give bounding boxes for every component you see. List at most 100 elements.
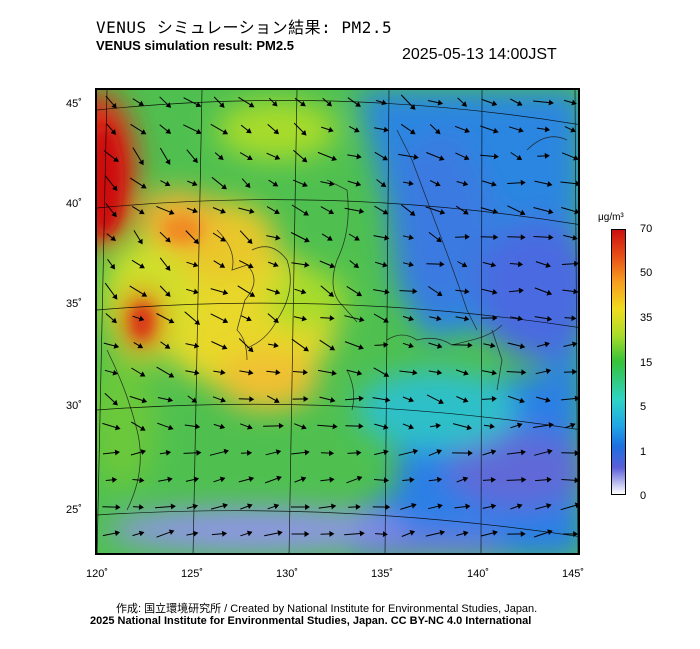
wind-arrow-head [519, 397, 525, 404]
wind-arrow-head [328, 126, 334, 133]
wind-arrow-head [462, 180, 469, 187]
lat-tick: 30˚ [66, 400, 82, 412]
wind-arrow-head [274, 154, 281, 160]
wind-arrow-head [141, 397, 148, 404]
wind-arrow-head [305, 504, 310, 510]
wind-arrow-head [574, 208, 578, 215]
wind-arrow-head [545, 262, 552, 268]
wind-arrow-head [412, 369, 418, 376]
wind-arrow-head [518, 127, 524, 133]
wind-arrow-head [220, 236, 226, 242]
wind-arrow-head [438, 398, 444, 404]
wind-arrow-head [516, 154, 523, 161]
wind-arrow-head [354, 235, 360, 241]
wind-arrow-head [462, 397, 469, 403]
wind-arrow-head [248, 369, 254, 376]
wind-arrow-head [517, 261, 524, 268]
wind-arrow-head [518, 287, 524, 294]
wind-arrow-head [114, 449, 120, 456]
wind-arrow-head [463, 369, 469, 376]
colorbar-tick: 5 [640, 401, 647, 413]
wind-arrow-head [574, 395, 578, 402]
wind-arrow-head [112, 293, 118, 300]
wind-arrow-head [331, 155, 338, 161]
wind-arrow-head [165, 449, 172, 456]
wind-arrow-head [461, 261, 468, 268]
lon-tick: 130˚ [276, 568, 299, 580]
wind-arrow-head [331, 370, 337, 376]
wind-arrow-head [490, 503, 497, 510]
wind-arrow-head [490, 342, 496, 349]
wind-arrow-head [490, 476, 496, 483]
wind-arrow-head [222, 129, 229, 135]
wind-arrow-head [437, 503, 443, 510]
wind-arrow-head [170, 503, 176, 510]
wind-arrow-head [247, 154, 253, 161]
wind-arrow-head [329, 345, 336, 351]
wind-arrow-head [165, 159, 171, 165]
colorbar-tick: 1 [640, 446, 647, 458]
wind-arrow-head [273, 128, 280, 135]
wind-arrow-head [408, 396, 415, 403]
wind-arrow-head [221, 344, 228, 350]
wind-arrow-head [302, 369, 308, 376]
colorbar-tick: 35 [640, 312, 653, 324]
wind-arrow-head [273, 342, 279, 349]
wind-arrow-head [328, 291, 334, 297]
wind-arrow-head [544, 341, 550, 348]
wind-arrow-head [220, 397, 226, 403]
wind-arrow-head [356, 370, 363, 376]
wind-arrow-head [329, 450, 335, 457]
lon-tick: 125˚ [181, 568, 204, 580]
wind-arrow-head [217, 154, 224, 161]
wind-arrow-head [491, 181, 497, 187]
wind-arrow-head [330, 503, 337, 510]
wind-arrow-head [165, 237, 171, 243]
pm25-map [95, 88, 580, 555]
wind-arrow-head [353, 127, 360, 133]
wind-arrow-head [247, 346, 254, 353]
wind-arrow-head [435, 181, 441, 187]
wind-arrow-head [520, 179, 526, 186]
wind-arrow-head [575, 180, 578, 187]
wind-arrow-head [516, 503, 523, 510]
wind-arrow-head [223, 448, 230, 455]
wind-arrow-head [464, 288, 470, 295]
wind-arrow-head [219, 476, 226, 483]
wind-arrow-head [574, 450, 578, 457]
wind-arrow-head [112, 369, 119, 376]
title-japanese: VENUS シミュレーション結果: PM2.5 [96, 18, 393, 37]
wind-arrow-head [409, 128, 416, 135]
wind-arrow-head [330, 397, 336, 403]
wind-arrow-head [355, 180, 362, 187]
wind-arrow-head [273, 397, 280, 403]
wind-arrow-head [547, 181, 553, 187]
wind-arrow-head [327, 235, 333, 241]
wind-arrow-head [493, 234, 499, 241]
wind-arrow-head [165, 128, 172, 134]
wind-arrow-head [521, 476, 527, 483]
wind-arrow-head [436, 449, 443, 455]
wind-arrow-head [548, 234, 554, 241]
wind-arrow-head [464, 127, 470, 134]
wind-arrow-head [411, 503, 417, 509]
wind-arrow-head [329, 476, 335, 483]
wind-arrow-head [546, 503, 552, 509]
wind-arrow-head [140, 129, 147, 135]
wind-arrow-head [110, 129, 116, 135]
wind-arrow-head [249, 396, 255, 403]
wind-arrow-head [356, 290, 363, 297]
wind-arrow-head [300, 288, 307, 295]
wind-arrow-head [139, 263, 145, 269]
license-line: 2025 National Institute for Environmenta… [90, 615, 532, 627]
wind-arrow-head [109, 263, 116, 270]
wind-arrow-head [301, 156, 308, 163]
wind-arrow-head [140, 449, 147, 455]
wind-arrow-head [112, 476, 118, 483]
wind-arrow-head [408, 342, 414, 349]
wind-arrow-head [329, 180, 335, 187]
wind-arrow-head [544, 152, 550, 159]
title-english: VENUS simulation result: PM2.5 [96, 38, 294, 53]
colorbar-tick: 15 [640, 357, 653, 369]
wind-arrow-head [519, 343, 526, 349]
